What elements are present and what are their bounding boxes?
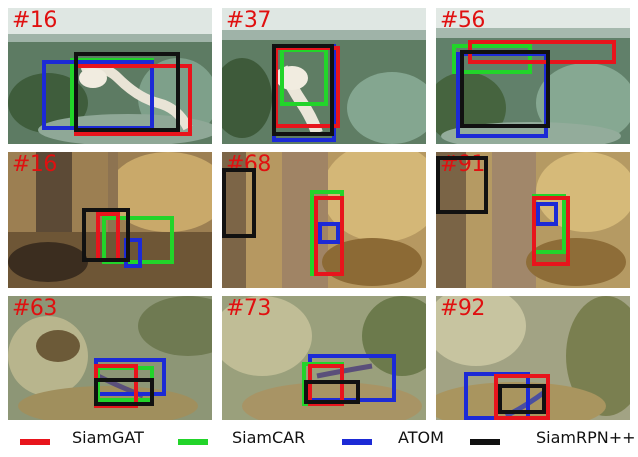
frame-number: #37 bbox=[226, 8, 271, 33]
frame-number: #56 bbox=[440, 8, 485, 33]
panel-4: #16 bbox=[8, 152, 212, 288]
frame-number: #16 bbox=[12, 8, 57, 33]
legend-swatch bbox=[342, 439, 372, 445]
siamcar-box bbox=[280, 48, 328, 106]
legend-siamcar: SiamCAR bbox=[178, 428, 328, 454]
panel-6: #91 bbox=[436, 152, 630, 288]
panel-5: #68 bbox=[222, 152, 426, 288]
legend-swatch bbox=[470, 439, 500, 445]
siamrpn-box bbox=[94, 378, 154, 406]
legend-label: SiamCAR bbox=[232, 428, 306, 447]
panel-2: #37 bbox=[222, 8, 426, 144]
siamrpn-box bbox=[498, 384, 546, 414]
scene-image bbox=[8, 152, 212, 288]
siamrpn-box bbox=[272, 44, 334, 136]
siamgat-box bbox=[274, 46, 340, 128]
siamgat-box bbox=[494, 374, 550, 420]
frame-number: #16 bbox=[12, 152, 57, 177]
scene-image bbox=[222, 152, 426, 288]
siamrpn-box bbox=[436, 156, 488, 214]
panel-7: #63 bbox=[8, 296, 212, 420]
siamrpn-box bbox=[222, 168, 256, 238]
siamgat-box bbox=[314, 196, 344, 276]
frame-number: #92 bbox=[440, 296, 485, 321]
siamrpn-box bbox=[304, 380, 360, 404]
legend-siamrpn: SiamRPN++ bbox=[470, 428, 636, 454]
legend-swatch bbox=[20, 439, 50, 445]
legend-label: ATOM bbox=[398, 428, 444, 447]
legend-swatch bbox=[178, 439, 208, 445]
legend-label: SiamGAT bbox=[72, 428, 144, 447]
siamrpn-box bbox=[74, 52, 180, 132]
panel-9: #92 bbox=[436, 296, 630, 420]
frame-number: #73 bbox=[226, 296, 271, 321]
siamgat-box bbox=[308, 364, 344, 406]
frame-number: #63 bbox=[12, 296, 57, 321]
scene-image bbox=[436, 296, 630, 420]
atom-box bbox=[536, 202, 558, 226]
panel-8: #73 bbox=[222, 296, 426, 420]
siamrpn-box bbox=[82, 208, 130, 262]
legend-siamgat: SiamGAT bbox=[20, 428, 160, 454]
siamrpn-box bbox=[460, 50, 550, 128]
siamgat-box bbox=[532, 196, 570, 266]
atom-box bbox=[318, 222, 340, 244]
panel-1: #16 bbox=[8, 8, 212, 144]
panel-3: #56 bbox=[436, 8, 630, 144]
legend-atom: ATOM bbox=[342, 428, 462, 454]
siamcar-box bbox=[452, 44, 532, 74]
legend-label: SiamRPN++ bbox=[536, 428, 636, 447]
